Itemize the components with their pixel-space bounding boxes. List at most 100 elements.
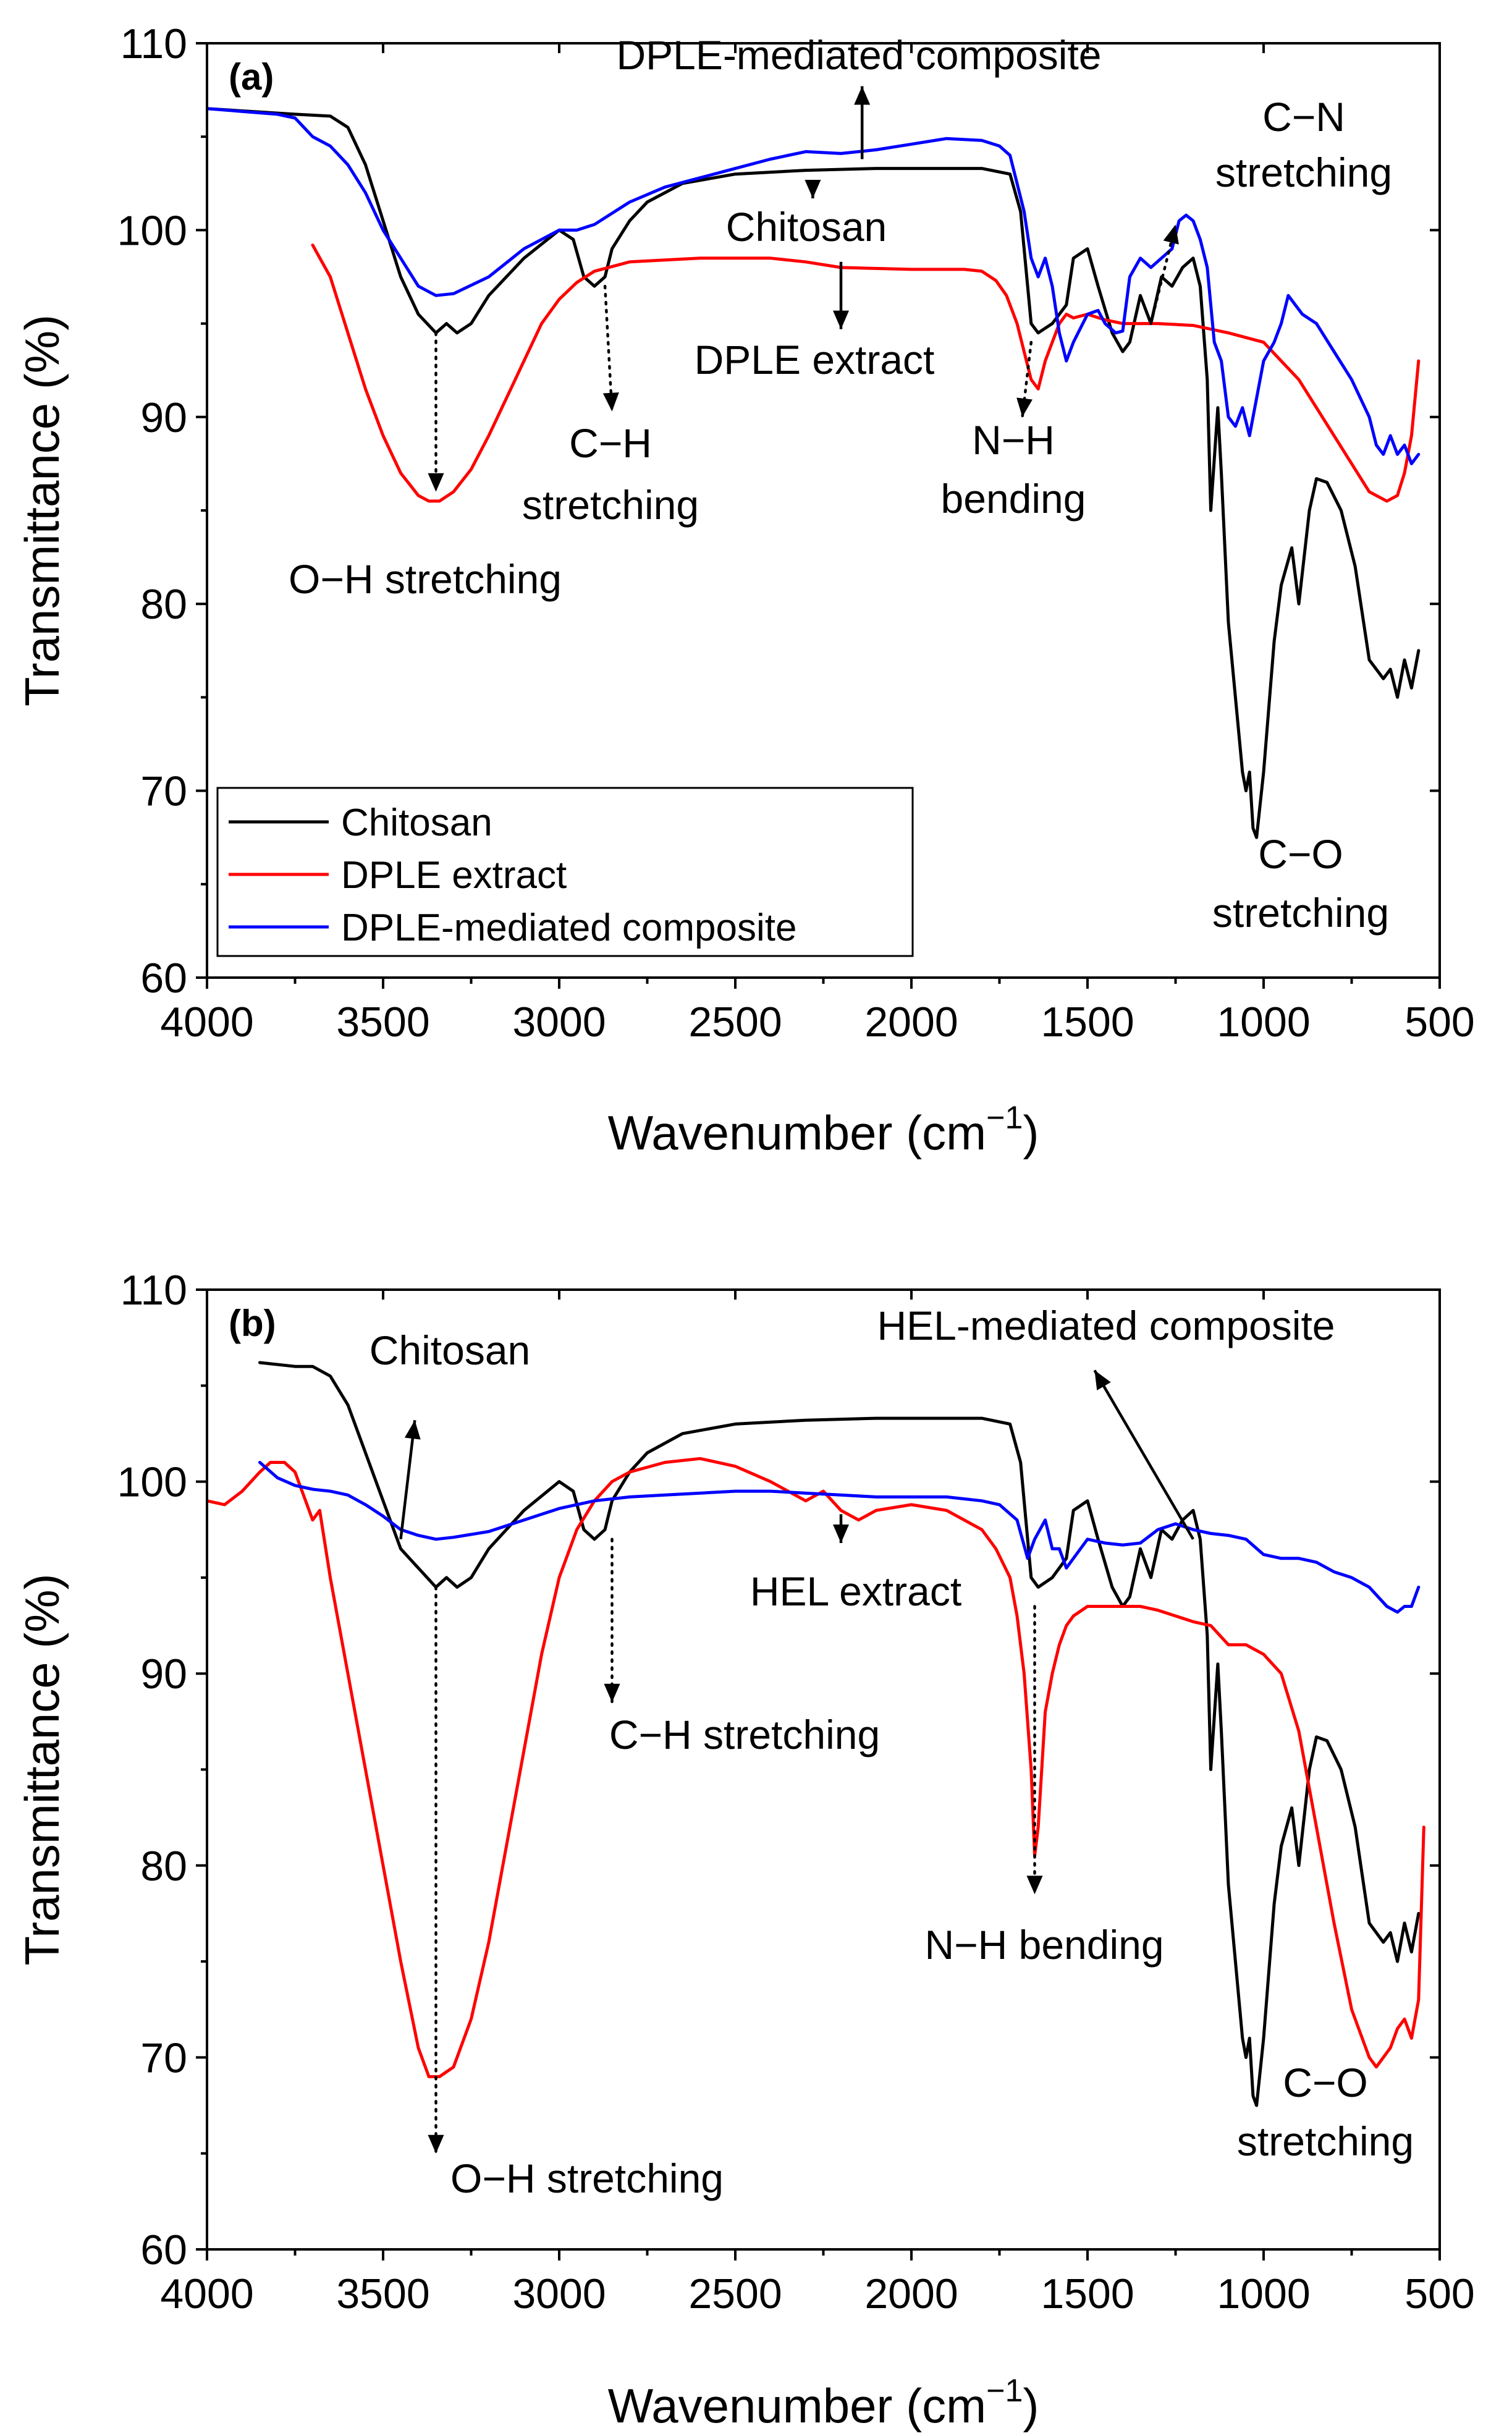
x-tick-label: 3500 (336, 999, 429, 1046)
series-group (207, 1361, 1425, 2107)
annotation-line: bending (941, 476, 1086, 522)
x-axis-title-sup: −1 (986, 2373, 1023, 2409)
annotation-label: C−H stretching (609, 1712, 880, 1757)
annotation-label: Chitosan (370, 1327, 531, 1373)
annotation-line: C−H stretching (609, 1712, 880, 1757)
series-dple-extract-line (311, 243, 1421, 503)
y-tick-label: 90 (140, 394, 187, 441)
annotation-guide-line (1093, 1369, 1194, 1540)
series-hel-extract-line (207, 1457, 1425, 2078)
x-tick-label: 1000 (1217, 2270, 1310, 2317)
annotation-arrowhead (805, 179, 821, 198)
annotation-line: N−H bending (924, 1922, 1164, 1968)
chart-panel-b: 4000 3500 3000 2500 2000 1500 1000 500 60 70 80 90 1… (15, 1267, 1475, 2433)
annotation-line: HEL-mediated composite (877, 1303, 1335, 1348)
y-tick-label: 70 (140, 768, 187, 815)
y-tick-label: 60 (140, 955, 187, 1002)
x-tick-label: 3500 (336, 2270, 429, 2317)
y-tick-label: 90 (140, 1651, 187, 1698)
series-dple-mediated-composite-line (207, 107, 1421, 465)
annotation-guide-line (1149, 223, 1177, 325)
annotation-line: C−H (569, 420, 652, 466)
annotation-arrowhead (428, 473, 444, 492)
legend: Chitosan DPLE extract DPLE-mediated compos… (216, 787, 914, 957)
annotation-label: C−O stretching (1212, 831, 1389, 936)
legend-label: DPLE extract (341, 854, 567, 897)
annotation-line: Chitosan (726, 204, 887, 250)
annotation-arrowhead (1094, 1370, 1111, 1390)
x-tick-label: 2500 (688, 2270, 782, 2317)
chart-panel-a: 4000 3500 3000 2500 2000 1500 1000 500 60 70 80 90 1… (15, 20, 1475, 1160)
annotation-guide-line (603, 284, 614, 413)
y-tick-label: 60 (140, 2227, 187, 2273)
annotation-line: stretching (1212, 890, 1389, 936)
series-chitosan-line (258, 1361, 1421, 2107)
annotation-line: DPLE-mediated composite (616, 32, 1101, 78)
series-hel-mediated-composite-line (258, 1461, 1421, 1614)
annotation-label: O−H stretching (450, 2155, 724, 2201)
x-tick-label: 3000 (512, 2270, 606, 2317)
annotation-line: HEL extract (750, 1568, 961, 1614)
annotation-label: N−H bending (924, 1922, 1164, 1968)
x-tick-label: 2500 (688, 999, 782, 1046)
annotation-arrowhead (604, 1683, 620, 1702)
series-chitosan-line (207, 107, 1421, 839)
x-axis-title: Wavenumber (cm−1) (608, 2373, 1039, 2433)
x-tick-label: 4000 (160, 2270, 253, 2317)
y-axis-title: Transmittance (%) (15, 315, 69, 706)
x-tick-label: 1000 (1217, 999, 1310, 1046)
annotation-label: N−H bending (941, 417, 1086, 522)
annotation-arrowhead (428, 2134, 444, 2154)
annotation-line: C−O (1283, 2060, 1368, 2105)
series-group (207, 107, 1421, 839)
annotation-label: HEL extract (750, 1568, 961, 1614)
annotation-guide-line (399, 1419, 416, 1540)
x-tick-label: 1500 (1041, 999, 1134, 1046)
annotation-arrowhead (854, 86, 871, 105)
y-tick-label: 110 (120, 1267, 187, 1314)
y-tick-label: 70 (140, 2034, 187, 2081)
annotation-label: HEL-mediated composite (877, 1303, 1335, 1348)
annotation-line: O−H stretching (450, 2155, 724, 2201)
annotation-arrowhead (833, 310, 849, 329)
annotation-arrowhead (1016, 397, 1033, 417)
x-tick-label: 3000 (512, 999, 606, 1046)
x-tick-label: 500 (1404, 999, 1474, 1046)
x-axis-title: Wavenumber (cm−1) (608, 1100, 1039, 1160)
annotation-label: Chitosan (726, 204, 887, 250)
annotation-label: DPLE-mediated composite (616, 32, 1101, 78)
legend-box (216, 787, 914, 957)
annotation-line: N−H (972, 417, 1055, 463)
annotation-line: stretching (1215, 150, 1392, 195)
x-tick-label: 2000 (864, 2270, 958, 2317)
plot-frame (206, 1288, 1441, 2251)
annotation-arrowhead (833, 1524, 849, 1543)
annotation-line: C−N (1262, 94, 1345, 140)
annotation-arrowhead (1026, 1876, 1043, 1895)
x-axis-title-sup: −1 (986, 1100, 1023, 1136)
annotation-label: C−H stretching (522, 420, 699, 528)
y-tick-label: 80 (140, 1843, 187, 1890)
y-tick-label: 80 (140, 581, 187, 628)
annotation-arrowhead (1163, 224, 1179, 245)
legend-label: DPLE-mediated composite (341, 907, 796, 949)
y-tick-label: 100 (117, 1459, 187, 1506)
annotation-line: C−O (1258, 831, 1343, 877)
annotation-label: DPLE extract (695, 337, 935, 383)
annotation-label: C−O stretching (1237, 2060, 1414, 2164)
x-tick-label: 4000 (160, 999, 253, 1046)
x-axis-title-end: ) (1023, 1106, 1039, 1160)
annotation-arrowhead (602, 392, 619, 412)
annotation-line: O−H stretching (289, 556, 562, 602)
annotation-line: Chitosan (370, 1327, 531, 1373)
y-tick-label: 110 (120, 20, 187, 67)
x-tick-label: 500 (1404, 2270, 1474, 2317)
annotation-label: O−H stretching (289, 556, 562, 602)
legend-label: Chitosan (341, 801, 492, 844)
y-tick-label: 100 (117, 207, 187, 254)
annotation-arrowhead (404, 1420, 421, 1440)
x-axis-title-text: Wavenumber (cm (608, 1106, 987, 1160)
annotation-line: stretching (1237, 2118, 1414, 2164)
y-axis-title: Transmittance (%) (15, 1573, 69, 1965)
